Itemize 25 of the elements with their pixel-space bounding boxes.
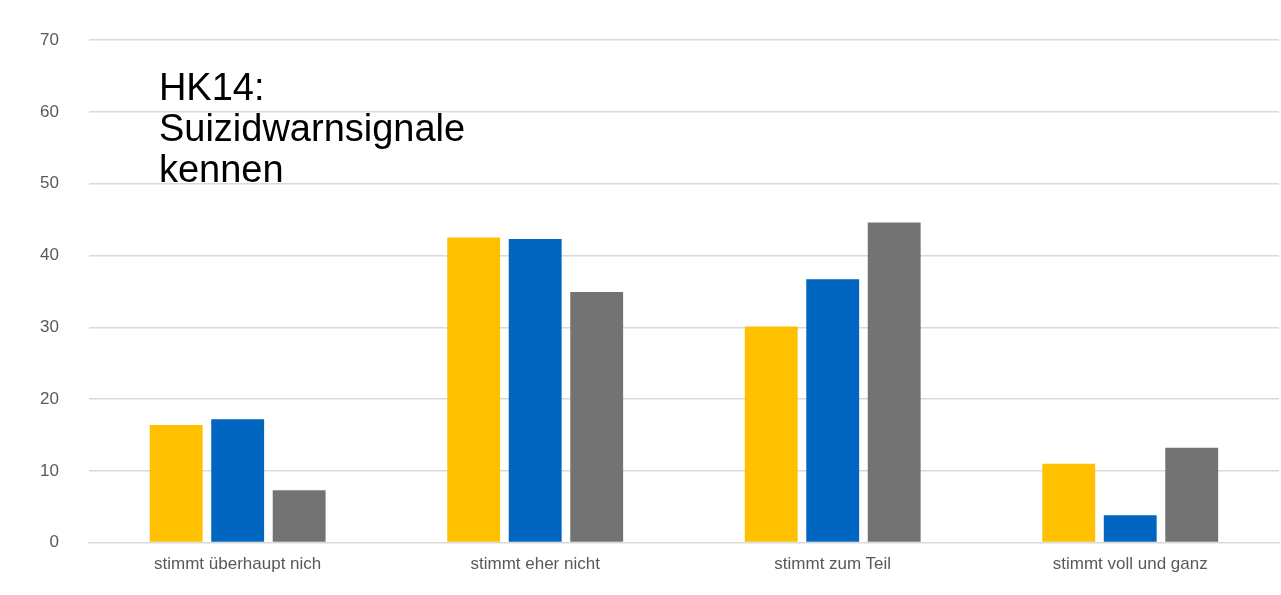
bar bbox=[272, 490, 326, 542]
y-tick-label: 50 bbox=[39, 173, 59, 193]
bar bbox=[1103, 515, 1157, 542]
x-tick-label: stimmt voll und ganz bbox=[1052, 554, 1208, 574]
bar bbox=[867, 222, 921, 542]
y-tick-label: 0 bbox=[49, 532, 59, 552]
x-tick-label: stimmt zum Teil bbox=[774, 554, 892, 574]
y-tick-label: 30 bbox=[39, 316, 59, 336]
bar bbox=[447, 237, 501, 542]
y-tick-label: 10 bbox=[39, 460, 59, 480]
bar bbox=[508, 239, 562, 542]
text: HK14: Suizidwarnsignale kennen bbox=[158, 65, 466, 190]
x-tick-label: stimmt überhaupt nich bbox=[154, 554, 322, 574]
y-tick-label: 20 bbox=[39, 388, 59, 408]
bar bbox=[570, 292, 624, 542]
bar bbox=[744, 326, 798, 542]
x-tick-label: stimmt eher nicht bbox=[470, 554, 601, 574]
y-tick-label: 40 bbox=[39, 245, 59, 265]
y-tick-label: 70 bbox=[39, 29, 59, 49]
bar bbox=[1165, 447, 1219, 542]
bar bbox=[149, 424, 203, 542]
y-tick-label: 60 bbox=[39, 101, 59, 121]
bar bbox=[1042, 463, 1096, 542]
bar bbox=[806, 279, 860, 542]
bar bbox=[211, 419, 265, 542]
